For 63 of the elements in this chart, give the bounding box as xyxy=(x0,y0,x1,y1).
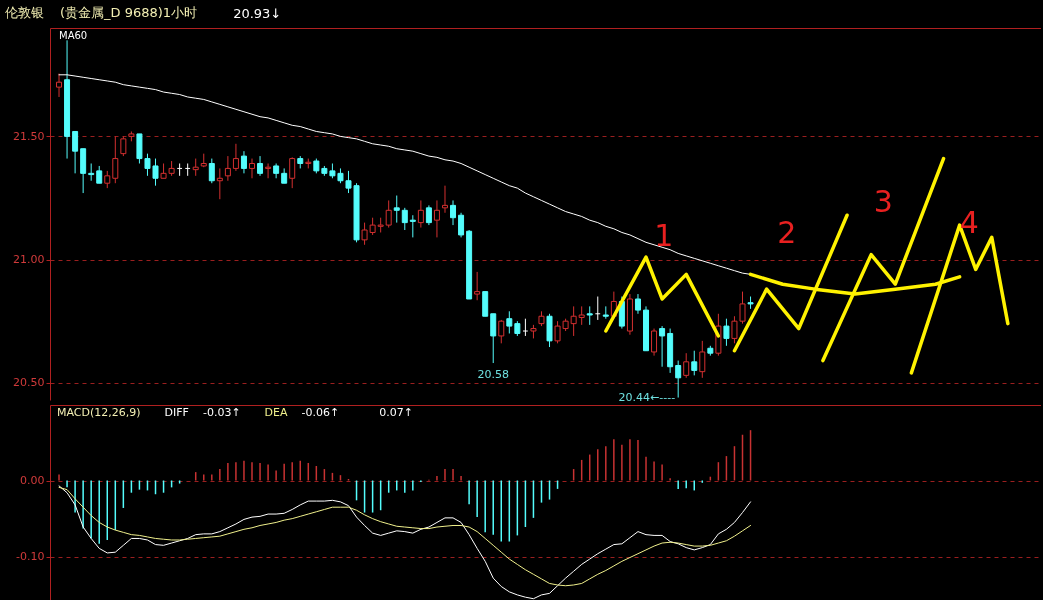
candlestick xyxy=(232,143,239,172)
candlestick xyxy=(257,155,264,177)
candlestick xyxy=(88,163,95,182)
line-series xyxy=(58,74,752,275)
candlestick xyxy=(417,199,424,229)
annotation: -0.03↑ xyxy=(202,405,241,419)
y-tick-label: 21.00 xyxy=(13,253,45,267)
candlestick xyxy=(240,150,247,174)
candlestick xyxy=(490,313,497,364)
candlestick xyxy=(441,185,448,214)
candlestick xyxy=(289,156,296,189)
candlestick xyxy=(651,328,658,357)
candlestick xyxy=(498,319,505,344)
candlestick xyxy=(393,195,400,224)
candlestick xyxy=(683,352,690,379)
candlestick xyxy=(675,360,682,399)
candlestick xyxy=(176,163,183,177)
annotation: 0.07↑ xyxy=(379,405,413,419)
candlestick xyxy=(586,305,593,326)
candlestick xyxy=(409,214,416,238)
candlestick xyxy=(401,207,408,231)
text: MA60 xyxy=(59,30,88,41)
candlestick xyxy=(208,158,215,184)
series-label: 1 xyxy=(654,218,674,254)
candlestick xyxy=(594,296,601,321)
candlestick xyxy=(634,293,641,315)
candlestick xyxy=(723,318,730,347)
chart-title: 伦敦银 xyxy=(5,4,44,22)
series-label: 4 xyxy=(959,204,979,240)
candlestick xyxy=(506,310,513,334)
candlestick xyxy=(72,130,79,174)
candlestick xyxy=(184,163,191,177)
text: DIFF xyxy=(164,405,189,419)
candlestick xyxy=(56,73,63,98)
candlestick xyxy=(249,158,255,179)
candlestick xyxy=(120,135,127,157)
y-tick-label: 20.50 xyxy=(13,376,45,390)
y-tick-label: 0.00 xyxy=(20,474,45,487)
candlestick xyxy=(659,325,666,368)
candlestick xyxy=(433,199,440,238)
candlestick xyxy=(224,155,231,182)
series-label: 3 xyxy=(873,183,893,219)
candlestick xyxy=(216,167,223,200)
annotation: 20.58 xyxy=(477,368,509,382)
candlestick xyxy=(699,340,706,379)
annotation: -0.06↑ xyxy=(301,405,340,419)
candlestick xyxy=(385,199,392,229)
candlestick xyxy=(265,163,272,179)
candlestick xyxy=(474,271,481,301)
candlestick xyxy=(578,305,585,326)
text: DEA xyxy=(264,405,288,419)
chart-subtitle: (贵金属_D 9688)1小时 xyxy=(60,4,198,22)
y-tick-label: 21.50 xyxy=(13,129,45,143)
annotation: 20.44←---- xyxy=(618,390,676,404)
y-tick-label: -0.10 xyxy=(16,550,45,564)
candlestick xyxy=(425,204,432,226)
chart-title: MACD(12,26,9) xyxy=(57,405,141,419)
candlestick xyxy=(112,135,119,184)
candlestick xyxy=(691,350,698,376)
candlestick xyxy=(458,212,465,238)
series-label: 2 xyxy=(777,214,797,250)
text: 20.93↓ xyxy=(233,5,282,21)
candlestick xyxy=(450,199,457,226)
